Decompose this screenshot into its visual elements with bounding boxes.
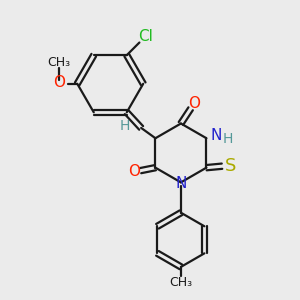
Text: CH₃: CH₃ xyxy=(169,276,193,289)
Text: O: O xyxy=(128,164,140,179)
Text: O: O xyxy=(188,96,200,111)
Text: S: S xyxy=(225,157,236,175)
Text: N: N xyxy=(175,176,187,191)
Text: N: N xyxy=(210,128,221,143)
Text: O: O xyxy=(53,75,65,90)
Text: H: H xyxy=(120,119,130,134)
Text: CH₃: CH₃ xyxy=(47,56,70,69)
Text: Cl: Cl xyxy=(138,29,153,44)
Text: H: H xyxy=(222,132,233,146)
